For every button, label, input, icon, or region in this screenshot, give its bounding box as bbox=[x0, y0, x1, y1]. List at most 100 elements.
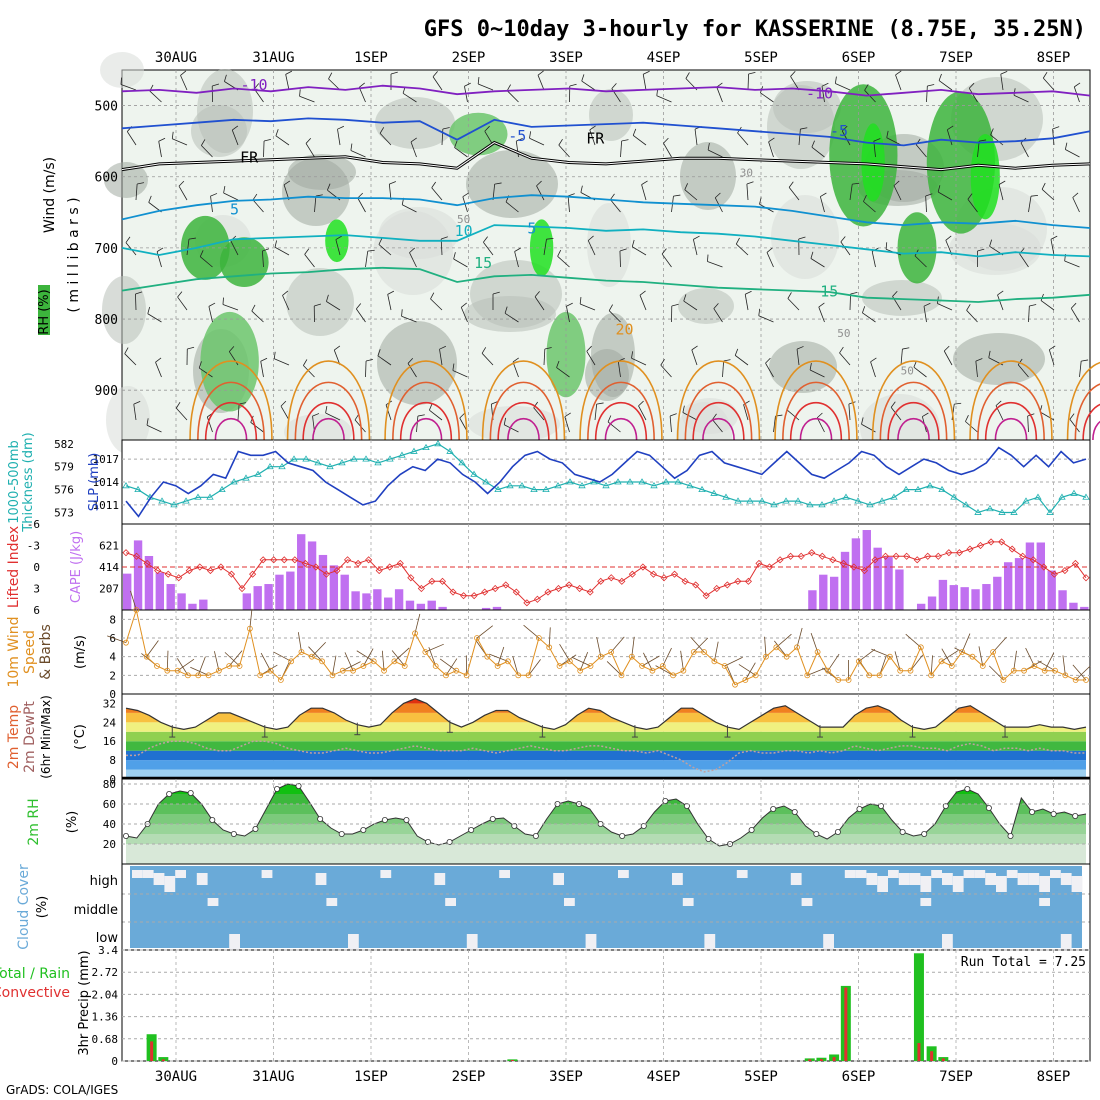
rh2m-unit-label: (%) bbox=[65, 811, 80, 834]
lifted-index-marker bbox=[217, 563, 225, 571]
rh-marker bbox=[878, 803, 885, 810]
thickness-marker bbox=[866, 501, 874, 508]
wind-barb-flag bbox=[975, 358, 983, 362]
temp-band bbox=[126, 712, 1086, 723]
wind-barb-flag bbox=[748, 71, 756, 75]
millibars-label: ( m i l l i b a r s ) bbox=[66, 197, 82, 312]
thickness-marker bbox=[542, 485, 550, 493]
wind-barb-flag bbox=[222, 297, 224, 305]
li-tick-label: -6 bbox=[27, 518, 40, 531]
cloud-gap bbox=[1017, 873, 1029, 885]
thickness-marker bbox=[134, 485, 142, 493]
rh-marker bbox=[187, 790, 194, 797]
cloud-cover-panel: high middle low Cloud Cover (%) bbox=[16, 863, 1091, 951]
wind-barb-flag bbox=[252, 193, 258, 201]
wind10-barb bbox=[489, 653, 509, 662]
thickness-marker bbox=[998, 508, 1006, 515]
wind-barb bbox=[893, 185, 902, 201]
rh-shade bbox=[379, 207, 459, 259]
wind10-barb bbox=[655, 665, 674, 676]
thickness-marker bbox=[1058, 493, 1066, 500]
wind10-barb bbox=[177, 658, 195, 671]
contour-label: 5 bbox=[527, 220, 536, 238]
wind-barb bbox=[460, 307, 468, 323]
wind-barb-flag bbox=[124, 347, 129, 354]
wind10-barb bbox=[579, 651, 589, 671]
wind-barb bbox=[529, 137, 545, 146]
cape-bar bbox=[1003, 562, 1013, 610]
lifted-index-marker bbox=[955, 549, 963, 557]
wind-barb bbox=[282, 295, 290, 311]
wind-barb-flag bbox=[818, 302, 825, 308]
wind-barb bbox=[684, 189, 698, 201]
lifted-index-marker bbox=[966, 545, 974, 553]
lifted-index-marker bbox=[913, 556, 921, 564]
rh-shade bbox=[953, 333, 1045, 385]
wind10-barb bbox=[1044, 652, 1055, 671]
cape-bar bbox=[960, 587, 969, 610]
lifted-index-marker bbox=[829, 556, 837, 564]
wind-barb bbox=[557, 255, 570, 268]
thickness-marker bbox=[662, 478, 670, 485]
wind-barb bbox=[734, 355, 749, 366]
wind10-marker bbox=[608, 649, 615, 655]
rh-marker bbox=[1050, 811, 1057, 818]
wind-barb bbox=[1070, 308, 1080, 323]
wind-barb-flag bbox=[334, 345, 341, 351]
cloud-gap bbox=[445, 898, 456, 906]
cape-bar bbox=[340, 574, 349, 610]
thickness-marker bbox=[410, 447, 418, 454]
wind10-marker bbox=[257, 672, 264, 679]
cloud-gap bbox=[920, 876, 932, 892]
slp-thickness-panel: 1017 1014 1011 582 579 576 573 1000-500mb Thickn… bbox=[7, 432, 1091, 533]
lifted-index-marker bbox=[892, 552, 900, 560]
thickness-marker bbox=[974, 508, 982, 515]
cloud-gap bbox=[909, 873, 921, 885]
wind-barb-flag bbox=[683, 294, 687, 302]
wind-barb-flag bbox=[798, 236, 806, 240]
cape-bar bbox=[808, 590, 817, 610]
wind-barb bbox=[534, 296, 545, 311]
wind-barb-flag bbox=[943, 345, 950, 352]
rh-marker bbox=[295, 783, 302, 790]
cloud-gap bbox=[920, 898, 932, 906]
wind-barb bbox=[564, 416, 570, 433]
wind10-marker bbox=[1072, 677, 1079, 683]
rh-axis-label: RH (%) bbox=[37, 289, 52, 334]
rh-shade bbox=[375, 97, 455, 149]
thickness-marker bbox=[554, 482, 562, 489]
wind-barb bbox=[669, 416, 672, 433]
lifted-index-marker bbox=[692, 581, 700, 589]
lifted-index-marker bbox=[576, 584, 584, 593]
wind-barb-flag bbox=[390, 71, 398, 75]
rh-shade bbox=[589, 89, 633, 141]
wind-barb bbox=[299, 95, 315, 103]
thickness-marker bbox=[518, 482, 526, 489]
wind-barb-flag bbox=[693, 235, 700, 240]
wind-barb bbox=[252, 199, 264, 213]
wind-barb-flag bbox=[922, 412, 929, 417]
wind-barb bbox=[938, 80, 953, 91]
wind-barb bbox=[274, 358, 290, 366]
wind-barb-flag bbox=[557, 249, 562, 257]
wind-barb bbox=[788, 187, 800, 201]
wind-barb-flag bbox=[223, 186, 226, 194]
surface-isotherm bbox=[204, 402, 258, 441]
lifted-index-marker bbox=[765, 563, 774, 571]
cloud-gap bbox=[585, 934, 597, 950]
surface-isotherm bbox=[579, 360, 663, 441]
wind-barb-flag bbox=[639, 290, 646, 296]
cape-bar bbox=[938, 579, 948, 610]
precip-convective-bar bbox=[808, 1059, 812, 1061]
wind-barb-flag bbox=[1013, 88, 1016, 96]
precip-convective-bar bbox=[161, 1059, 165, 1061]
wind-barb bbox=[124, 353, 137, 366]
wind-barb-flag bbox=[1029, 304, 1037, 307]
wind-barb bbox=[155, 362, 162, 378]
cape-bar bbox=[1047, 570, 1056, 610]
wind10-marker bbox=[628, 653, 635, 660]
wind-barb bbox=[237, 404, 240, 421]
wind-barb-flag bbox=[885, 242, 888, 250]
thickness-marker bbox=[686, 482, 694, 489]
wind10-barb bbox=[858, 648, 876, 662]
